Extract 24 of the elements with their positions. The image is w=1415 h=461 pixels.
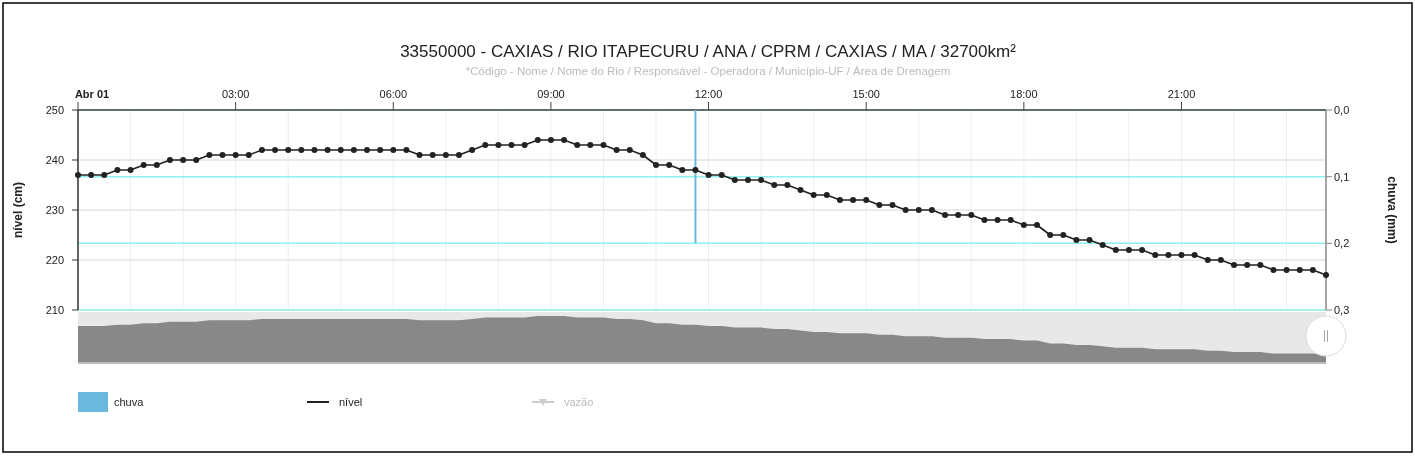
y2-tick-label: 0,0 — [1334, 104, 1350, 116]
y-tick-label: 230 — [45, 204, 64, 216]
chart-title: 33550000 - CAXIAS / RIO ITAPECURU / ANA / CPRM / CAXIAS / MA / 32700km² — [400, 42, 1017, 61]
y2-tick-label: 0,2 — [1334, 237, 1350, 250]
chart-subtitle: *Código - Nome / Nome do Rio / Responsável - Operadora / Município-UF / Área de Drenagem — [465, 65, 951, 77]
legend-label: vazão — [564, 396, 594, 408]
y-axis-title: nível (cm) — [11, 181, 25, 239]
y-tick-label: 220 — [45, 254, 64, 266]
x-tick-label: 03:00 — [221, 88, 250, 100]
y2-tick-label: 0,1 — [1334, 170, 1350, 183]
x-tick-label: 21:00 — [1167, 88, 1196, 100]
x-tick-label: 18:00 — [1010, 88, 1038, 100]
x-tick-label: 09:00 — [537, 88, 565, 100]
x-tick-label: 06:00 — [379, 88, 408, 100]
legend-label: nível — [339, 396, 363, 408]
y-tick-label: 250 — [45, 104, 64, 116]
y-tick-label: 240 — [45, 154, 64, 166]
x-tick-label: 12:00 — [694, 88, 723, 100]
y-tick-label: 210 — [45, 304, 64, 316]
y2-axis-title: chuva (mm) — [1385, 176, 1399, 244]
x-tick-label: Abr 01 — [74, 88, 110, 100]
legend-label: chuva — [114, 396, 145, 408]
y2-tick-label: 0,3 — [1334, 304, 1350, 316]
x-tick-label: 15:00 — [852, 88, 880, 100]
